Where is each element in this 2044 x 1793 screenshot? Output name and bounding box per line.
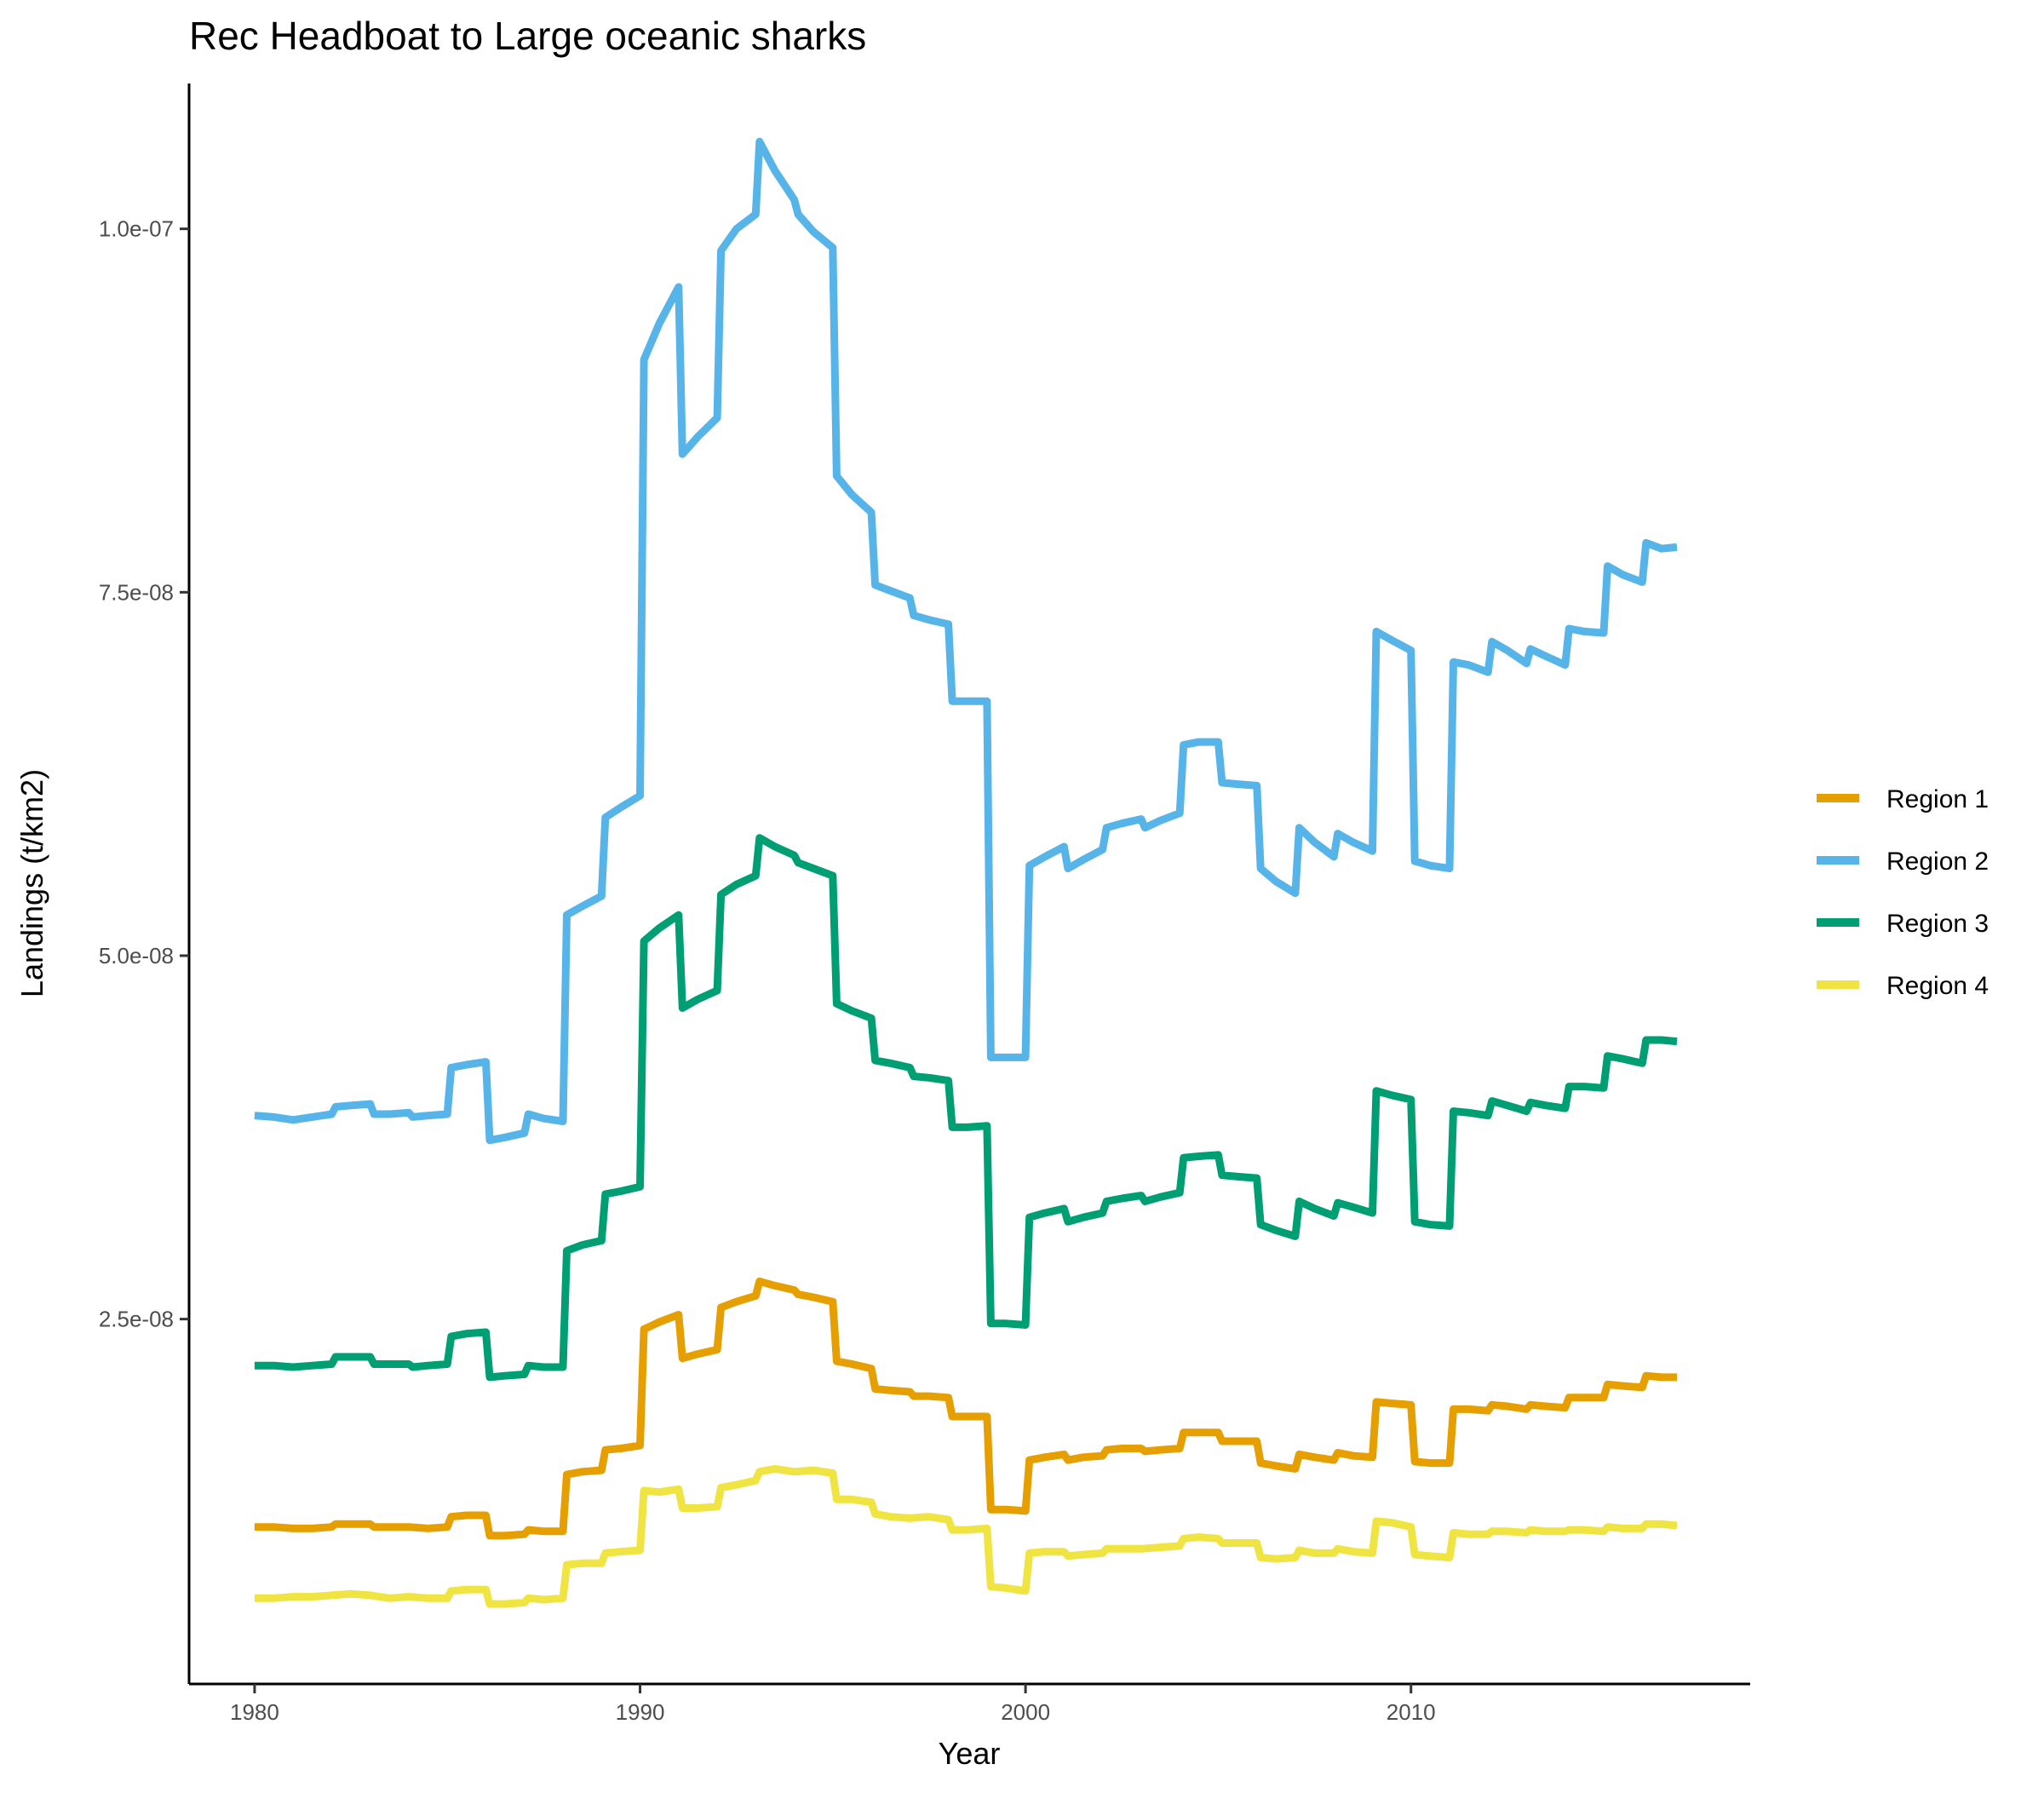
- x-tick-label: 2010: [1387, 1699, 1436, 1725]
- series-line-region-4: [254, 1464, 1678, 1608]
- legend-label: Region 2: [1886, 848, 1989, 876]
- y-tick-label: 7.5e-08: [99, 579, 174, 605]
- y-axis-ticks: 2.5e-08 5.0e-08 7.5e-08 1.0e-07: [99, 216, 189, 1332]
- series-line-region-3: [254, 834, 1678, 1382]
- x-tick-label: 2000: [1001, 1699, 1050, 1725]
- series-line-region-1: [254, 1277, 1677, 1540]
- legend-item-region-2: Region 2: [1817, 848, 1989, 876]
- legend: Region 1 Region 2 Region 3 Region 4: [1817, 785, 1989, 1000]
- legend-label: Region 4: [1886, 972, 1989, 1000]
- plot-lines: [254, 137, 1678, 1608]
- y-axis-title: Landings (t/km2): [14, 769, 49, 997]
- x-axis-ticks: 1980 1990 2000 2010: [230, 1684, 1436, 1725]
- x-axis-title: Year: [939, 1736, 1001, 1771]
- legend-item-region-1: Region 1: [1817, 785, 1989, 813]
- legend-item-region-3: Region 3: [1817, 910, 1989, 938]
- y-tick-label: 2.5e-08: [99, 1307, 174, 1332]
- x-tick-label: 1990: [616, 1699, 665, 1725]
- legend-label: Region 3: [1886, 910, 1989, 938]
- series-line-region-2: [254, 137, 1678, 1145]
- y-tick-label: 1.0e-07: [99, 216, 174, 242]
- y-tick-label: 5.0e-08: [99, 943, 174, 968]
- x-tick-label: 1980: [230, 1699, 279, 1725]
- legend-label: Region 1: [1886, 785, 1989, 813]
- chart-title: Rec Headboat to Large oceanic sharks: [189, 14, 866, 58]
- legend-item-region-4: Region 4: [1817, 972, 1989, 1000]
